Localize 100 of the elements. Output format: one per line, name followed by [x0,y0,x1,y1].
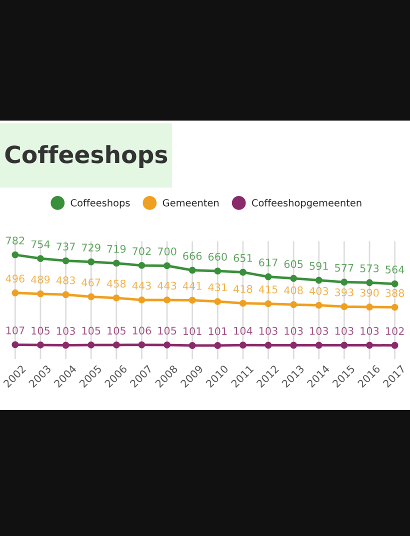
data-label: 605 [284,260,303,268]
data-label: 591 [310,262,328,270]
data-label: 666 [183,252,202,260]
point [214,298,222,306]
point [239,268,246,276]
data-label: 702 [132,247,151,256]
data-label: 782 [6,236,24,244]
point [239,300,246,307]
point [112,342,120,348]
legend-label: Coffeeshops [70,198,130,208]
point [366,342,373,349]
data-label: 458 [106,280,126,288]
data-label: 651 [234,254,252,262]
data-label: 573 [360,264,379,272]
point [188,342,196,349]
point [391,280,398,288]
point [164,296,171,304]
data-label: 418 [234,285,252,293]
point [62,342,70,349]
point [315,276,322,284]
data-label: 403 [309,287,328,295]
point [112,260,120,267]
data-label: 431 [208,283,227,292]
data-label: 101 [184,327,202,336]
legend-label: Coffeeshopgemeenten [252,198,362,208]
data-label: 388 [386,289,404,297]
point [12,251,19,258]
data-label: 102 [386,327,404,336]
data-label: 415 [258,286,278,294]
data-label: 105 [32,326,50,335]
point [12,289,19,296]
point [88,293,95,300]
data-label: 103 [360,327,379,335]
point [214,268,222,275]
point [340,342,348,349]
point [188,296,196,304]
data-label: 564 [386,266,404,274]
data-label: 105 [82,326,100,335]
data-label: 467 [82,278,100,286]
data-label: 393 [335,288,354,296]
point [138,296,146,304]
point [37,342,44,348]
data-label: 390 [360,288,379,297]
point [214,342,222,349]
data-label: 496 [6,274,24,283]
data-label: 106 [132,326,152,334]
point [12,341,19,348]
point [391,342,398,349]
data-label: 103 [310,327,328,335]
point [340,278,348,286]
data-label: 617 [259,258,278,266]
chart-title: Coffeeshops [5,145,168,168]
data-label: 104 [234,326,252,335]
data-label: 729 [82,244,100,252]
data-label: 489 [31,276,50,284]
point [239,342,246,349]
data-label: 105 [158,326,176,335]
data-label: 408 [284,286,303,294]
data-label: 660 [208,252,227,261]
point [88,342,95,348]
data-label: 577 [335,264,354,272]
data-label: 483 [56,276,75,284]
point [391,304,398,311]
data-label: 719 [107,244,126,253]
point [366,304,373,310]
point [188,266,196,274]
data-label: 754 [31,240,50,248]
data-label: 700 [158,248,176,256]
point [138,262,146,269]
point [290,274,298,282]
data-label: 105 [108,326,126,335]
point [366,279,373,286]
point [264,342,272,349]
data-label: 443 [158,282,176,290]
data-label: 103 [335,327,354,335]
legend-label: Gemeenten [162,199,219,206]
point [164,342,171,348]
point [37,255,44,262]
point [290,301,298,308]
point [315,302,322,309]
data-label: 101 [208,327,227,336]
data-label: 103 [259,327,278,335]
point [264,273,272,280]
data-label: 737 [56,242,75,250]
data-label: 443 [132,282,151,290]
point [88,258,95,266]
point [37,290,44,298]
data-label: 441 [182,282,202,290]
point [315,342,322,349]
point [62,257,70,264]
point [62,291,70,298]
point [138,341,146,348]
point [290,342,298,349]
point [164,262,171,270]
point [112,294,120,302]
data-label: 103 [57,327,75,335]
point [340,303,348,310]
data-label: 107 [6,326,24,334]
point [264,300,272,308]
data-label: 103 [284,327,303,335]
